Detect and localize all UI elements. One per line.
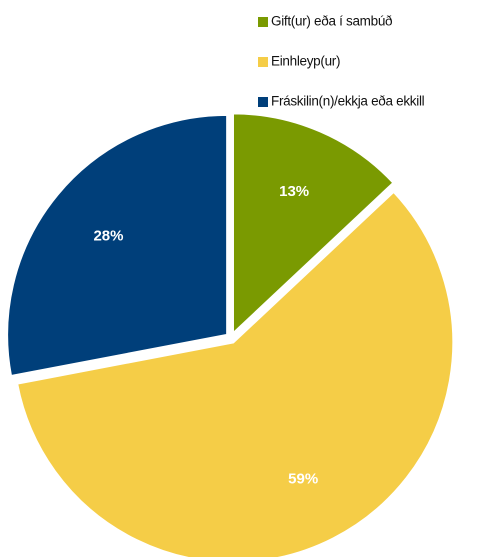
legend-label: Einhleyp(ur): [271, 54, 340, 69]
slice-label: 59%: [288, 471, 318, 488]
legend-label: Gift(ur) eða í sambúð: [271, 14, 392, 29]
pie-slice: [15, 190, 455, 557]
legend-swatch: [258, 17, 268, 27]
legend-label: Fráskilin(n)/ekkja eða ekkill: [271, 94, 425, 109]
slice-label: 13%: [279, 183, 309, 200]
slice-label: 28%: [93, 228, 123, 245]
legend-swatch: [258, 97, 268, 107]
pie-slice: [231, 112, 395, 336]
legend-swatch: [258, 57, 268, 67]
pie-slice: [6, 113, 229, 378]
